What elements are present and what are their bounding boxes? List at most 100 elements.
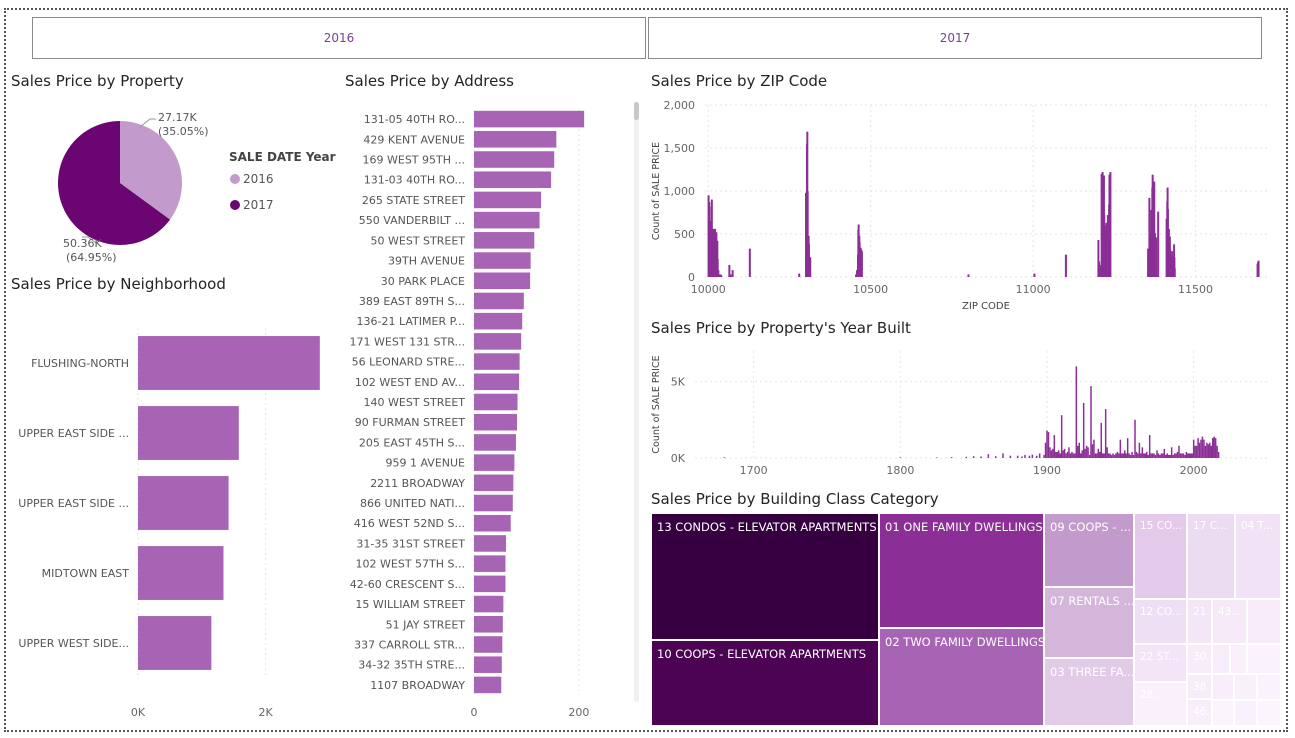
column-bar[interactable] bbox=[1038, 453, 1041, 458]
bar[interactable] bbox=[474, 333, 522, 350]
column-bar[interactable] bbox=[1137, 453, 1139, 458]
treemap-cell[interactable]: 02 TWO FAMILY DWELLINGS bbox=[879, 628, 1044, 726]
column-bar[interactable] bbox=[1185, 451, 1188, 458]
slicer-button-2016[interactable]: 2016 bbox=[32, 17, 646, 59]
pie-slice-2017[interactable] bbox=[57, 121, 171, 245]
column-bar[interactable] bbox=[1181, 453, 1183, 458]
treemap-cell[interactable]: 04 T... bbox=[1235, 513, 1281, 599]
column-bar[interactable] bbox=[1059, 453, 1061, 458]
column-bar[interactable] bbox=[1107, 453, 1110, 458]
column-bar[interactable] bbox=[972, 456, 975, 458]
column-bar[interactable] bbox=[729, 274, 732, 277]
address-scrollbar-thumb[interactable] bbox=[634, 102, 639, 120]
column-bar[interactable] bbox=[723, 457, 726, 458]
bar[interactable] bbox=[474, 615, 503, 633]
column-bar[interactable] bbox=[1200, 439, 1202, 458]
treemap-cell[interactable] bbox=[1234, 674, 1257, 700]
column-bar[interactable] bbox=[1072, 453, 1075, 458]
address-bar-chart[interactable]: 0 200 131-05 40TH RO... 429 KENT AVENUE 169 … bbox=[340, 100, 632, 725]
column-bar[interactable] bbox=[1169, 454, 1171, 458]
column-bar[interactable] bbox=[1052, 448, 1054, 458]
pie-slice-2016[interactable] bbox=[120, 121, 182, 220]
column-bar[interactable] bbox=[1192, 439, 1195, 458]
column-bar[interactable] bbox=[1085, 445, 1088, 458]
column-bar[interactable] bbox=[1121, 453, 1123, 458]
column-bar[interactable] bbox=[1060, 415, 1063, 458]
bar[interactable] bbox=[474, 676, 502, 694]
column-bar[interactable] bbox=[1217, 451, 1220, 458]
column-bar[interactable] bbox=[1066, 451, 1069, 458]
treemap-cell[interactable]: 22 ST... bbox=[1134, 644, 1187, 682]
column-bar[interactable] bbox=[1128, 453, 1130, 458]
treemap-cell[interactable]: 21... bbox=[1187, 599, 1212, 644]
column-bar[interactable] bbox=[1173, 268, 1176, 277]
column-bar[interactable] bbox=[1103, 453, 1105, 458]
bar[interactable] bbox=[474, 191, 542, 209]
treemap-cell[interactable]: 07 RENTALS ... bbox=[1044, 587, 1134, 658]
neighborhood-bar-chart[interactable]: 0K 2K FLUSHING-NORTH UPPER EAST SIDE ... UPP… bbox=[0, 298, 340, 723]
column-bar[interactable] bbox=[1112, 453, 1114, 458]
column-bar[interactable] bbox=[716, 258, 719, 277]
column-bar[interactable] bbox=[1214, 438, 1217, 458]
column-bar[interactable] bbox=[1207, 444, 1210, 458]
column-bar[interactable] bbox=[1043, 454, 1045, 458]
column-bar[interactable] bbox=[1157, 453, 1160, 458]
column-bar[interactable] bbox=[1097, 448, 1100, 458]
column-bar[interactable] bbox=[1179, 453, 1182, 458]
column-bar[interactable] bbox=[1074, 453, 1076, 458]
column-bar[interactable] bbox=[1160, 453, 1163, 458]
bar[interactable] bbox=[474, 373, 520, 391]
column-bar[interactable] bbox=[1144, 453, 1147, 458]
column-bar[interactable] bbox=[1082, 402, 1085, 458]
column-bar[interactable] bbox=[1119, 439, 1122, 458]
treemap-cell[interactable] bbox=[1234, 700, 1257, 726]
treemap-cell[interactable]: 13 CONDOS - ELEVATOR APARTMENTS bbox=[651, 513, 879, 640]
column-bar[interactable] bbox=[1094, 453, 1097, 458]
column-bar[interactable] bbox=[1210, 445, 1213, 458]
column-bar[interactable] bbox=[1140, 453, 1142, 458]
column-bar[interactable] bbox=[1125, 453, 1127, 458]
column-bar[interactable] bbox=[1096, 453, 1098, 458]
column-bar[interactable] bbox=[1079, 453, 1082, 458]
bar[interactable] bbox=[474, 252, 531, 269]
zip-code-chart[interactable]: 0 500 1,000 1,500 2,000 10000 10500 11000 11500 C… bbox=[645, 95, 1275, 317]
treemap-cell[interactable]: 30... bbox=[1187, 644, 1212, 674]
column-bar[interactable] bbox=[1166, 453, 1169, 458]
bar[interactable] bbox=[474, 211, 540, 229]
column-bar[interactable] bbox=[965, 456, 968, 458]
year-built-chart[interactable]: 0K 5K 1700 1800 1900 2000 Count of SALE PRICE bbox=[645, 343, 1275, 483]
column-bar[interactable] bbox=[1156, 450, 1158, 458]
treemap-cell[interactable]: 03 THREE FA... bbox=[1044, 658, 1134, 726]
column-bar[interactable] bbox=[1206, 442, 1208, 458]
address-scrollbar-track[interactable] bbox=[634, 102, 639, 702]
bar[interactable] bbox=[474, 393, 518, 411]
bar[interactable] bbox=[474, 110, 585, 128]
column-bar[interactable] bbox=[1033, 273, 1036, 277]
bar[interactable] bbox=[474, 474, 514, 492]
column-bar[interactable] bbox=[1187, 453, 1189, 458]
column-bar[interactable] bbox=[809, 257, 812, 277]
column-bar[interactable] bbox=[1198, 442, 1201, 458]
treemap-cell[interactable]: 10 COOPS - ELEVATOR APARTMENTS bbox=[651, 640, 879, 726]
column-bar[interactable] bbox=[967, 274, 970, 277]
column-bar[interactable] bbox=[1211, 438, 1214, 458]
column-bar[interactable] bbox=[1097, 240, 1100, 277]
column-bar[interactable] bbox=[1068, 447, 1070, 458]
column-bar[interactable] bbox=[1151, 453, 1154, 458]
bar[interactable] bbox=[474, 171, 552, 189]
column-bar[interactable] bbox=[1100, 422, 1103, 458]
column-bar[interactable] bbox=[1145, 451, 1148, 458]
column-bar[interactable] bbox=[1071, 451, 1073, 458]
bar[interactable] bbox=[138, 476, 229, 530]
bar[interactable] bbox=[138, 616, 212, 670]
treemap-cell[interactable] bbox=[1247, 644, 1281, 674]
column-bar[interactable] bbox=[1131, 451, 1133, 458]
column-bar[interactable] bbox=[1123, 450, 1126, 458]
column-bar[interactable] bbox=[1163, 448, 1166, 458]
bar[interactable] bbox=[474, 454, 515, 471]
bar[interactable] bbox=[138, 546, 224, 600]
column-bar[interactable] bbox=[950, 457, 953, 458]
column-bar[interactable] bbox=[1147, 454, 1149, 458]
column-bar[interactable] bbox=[1257, 260, 1260, 277]
column-bar[interactable] bbox=[1118, 453, 1120, 458]
